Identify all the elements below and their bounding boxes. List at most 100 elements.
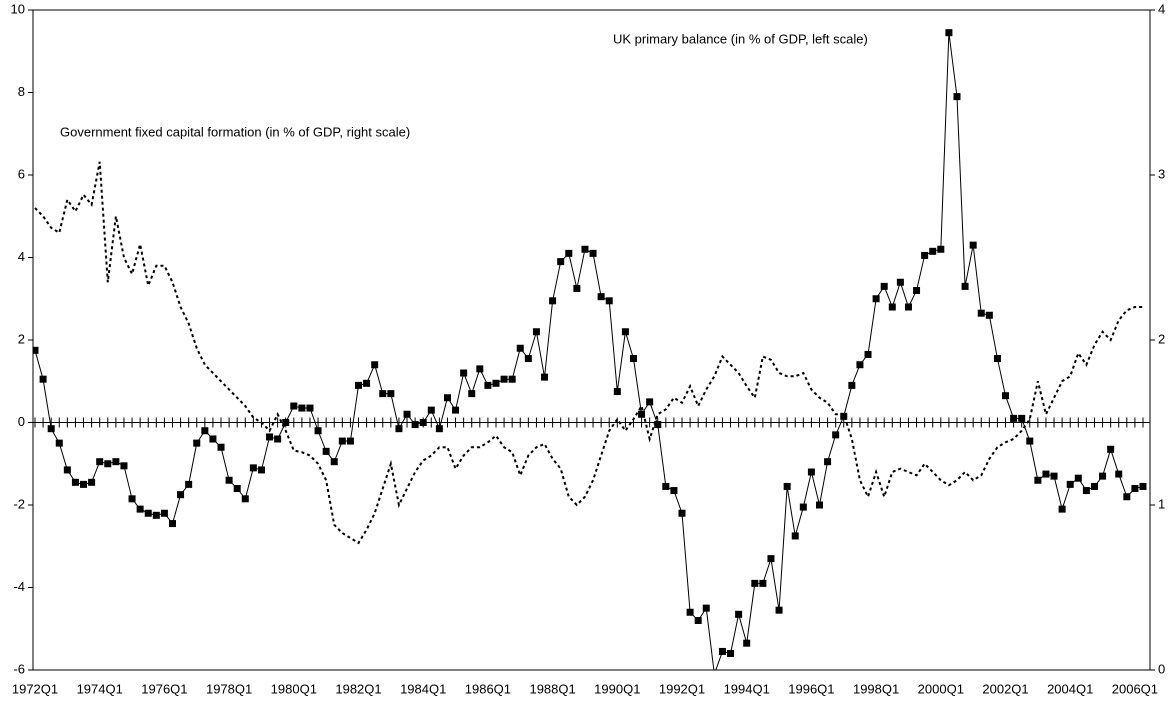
marker [460, 369, 468, 377]
marker [759, 579, 767, 587]
marker [63, 466, 71, 474]
marker [743, 639, 751, 647]
y2-tick-label: 2 [1158, 331, 1165, 346]
marker [96, 458, 104, 466]
marker [541, 373, 549, 381]
x-tick-label: 1976Q1 [141, 681, 187, 696]
marker [953, 93, 961, 101]
marker [807, 468, 815, 476]
x-tick-label: 1972Q1 [12, 681, 58, 696]
marker [492, 379, 500, 387]
marker [484, 381, 492, 389]
marker [1123, 493, 1131, 501]
marker [929, 247, 937, 255]
marker [55, 439, 63, 447]
marker [209, 435, 217, 443]
marker [1139, 482, 1147, 490]
marker [241, 495, 249, 503]
x-tick-label: 1998Q1 [853, 681, 899, 696]
marker [832, 431, 840, 439]
marker [678, 509, 686, 517]
marker [355, 381, 363, 389]
y2-tick-label: 1 [1158, 496, 1165, 511]
marker [977, 309, 985, 317]
marker [727, 650, 735, 657]
marker [322, 447, 330, 455]
x-tick-label: 2004Q1 [1047, 681, 1093, 696]
y-tick-label: 8 [18, 84, 25, 99]
y-tick-label: 10 [11, 1, 25, 16]
x-tick-label: 1994Q1 [724, 681, 770, 696]
marker [144, 509, 152, 517]
marker [840, 412, 848, 420]
marker [549, 297, 557, 305]
marker [476, 365, 484, 373]
marker [621, 328, 629, 336]
marker [1107, 445, 1115, 453]
marker [314, 427, 322, 435]
marker [1082, 487, 1090, 495]
marker [330, 458, 338, 466]
marker [711, 671, 718, 678]
y-tick-label: 2 [18, 331, 25, 346]
marker [1002, 392, 1010, 400]
marker [33, 346, 39, 354]
marker [718, 647, 726, 655]
marker [557, 258, 565, 266]
marker [613, 388, 621, 396]
marker [185, 480, 193, 488]
marker [419, 419, 427, 426]
marker [435, 425, 443, 433]
marker [815, 501, 823, 509]
marker [379, 390, 387, 398]
marker [597, 293, 605, 301]
marker [791, 532, 799, 540]
y2-tick-label: 3 [1158, 166, 1165, 181]
y-tick-label: 6 [18, 166, 25, 181]
marker [670, 487, 678, 495]
marker [136, 505, 144, 513]
y-tick-label: 0 [18, 414, 25, 429]
x-tick-label: 1986Q1 [465, 681, 511, 696]
marker [1018, 414, 1026, 422]
marker [824, 458, 832, 466]
marker [896, 278, 904, 286]
marker [168, 520, 176, 528]
marker [1050, 472, 1058, 480]
series-annotation: UK primary balance (in % of GDP, left sc… [613, 31, 868, 46]
marker [937, 245, 945, 253]
x-tick-label: 1990Q1 [594, 681, 640, 696]
marker [589, 249, 597, 257]
marker [508, 375, 516, 383]
marker [217, 443, 225, 451]
marker [799, 503, 807, 511]
marker [387, 390, 395, 398]
marker [411, 421, 419, 429]
marker [1058, 505, 1066, 513]
marker [1026, 437, 1034, 445]
marker [500, 375, 508, 383]
marker [985, 311, 993, 319]
y-tick-label: -2 [13, 496, 25, 511]
series-annotation: Government fixed capital formation (in %… [60, 124, 410, 139]
marker [516, 344, 524, 352]
marker [646, 398, 654, 406]
marker [201, 427, 209, 435]
marker [282, 419, 290, 426]
marker [290, 402, 298, 410]
y-tick-label: -6 [13, 661, 25, 676]
marker [735, 610, 743, 618]
marker [1066, 480, 1074, 488]
y2-tick-label: 0 [1158, 661, 1165, 676]
marker [177, 491, 185, 499]
marker [654, 421, 662, 429]
marker [581, 245, 589, 253]
marker [88, 478, 96, 486]
marker [225, 476, 233, 484]
x-tick-label: 1992Q1 [659, 681, 705, 696]
marker [468, 390, 476, 398]
marker [395, 425, 403, 433]
marker [257, 466, 265, 474]
y-tick-label: 4 [18, 249, 25, 264]
